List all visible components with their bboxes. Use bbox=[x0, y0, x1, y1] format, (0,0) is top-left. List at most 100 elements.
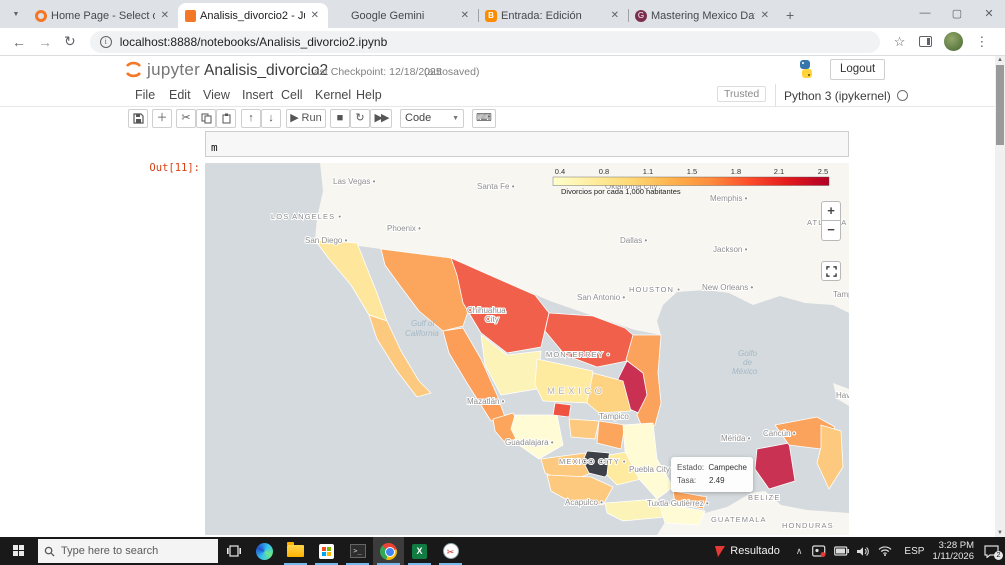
kernel-indicator: Python 3 (ipykernel) bbox=[775, 84, 908, 107]
close-tab-icon[interactable]: ✕ bbox=[310, 10, 319, 21]
move-cell-down-button[interactable]: ↓ bbox=[261, 109, 281, 128]
kernel-idle-icon bbox=[896, 90, 908, 101]
move-cell-up-button[interactable]: ↑ bbox=[241, 109, 261, 128]
interrupt-kernel-button[interactable]: ■ bbox=[330, 109, 350, 128]
url-text[interactable]: localhost:8888/notebooks/Analisis_divorc… bbox=[119, 34, 388, 49]
state-campeche[interactable] bbox=[754, 442, 796, 490]
state-zacatecas[interactable] bbox=[534, 358, 594, 404]
state-oaxaca[interactable] bbox=[604, 498, 666, 522]
state-estado-de-mexico[interactable] bbox=[582, 450, 616, 478]
copy-cell-button[interactable] bbox=[196, 109, 216, 128]
bookmark-star-icon[interactable]: ☆ bbox=[893, 33, 906, 49]
menu-edit[interactable]: Edit bbox=[169, 88, 191, 102]
state-guanajuato[interactable] bbox=[568, 418, 600, 440]
meet-now-icon[interactable] bbox=[812, 545, 826, 557]
forward-icon[interactable]: → bbox=[38, 33, 52, 50]
fullscreen-button[interactable] bbox=[821, 261, 841, 281]
menu-insert[interactable]: Insert bbox=[242, 88, 274, 102]
task-view-button[interactable] bbox=[218, 537, 249, 565]
menu-file[interactable]: File bbox=[135, 88, 156, 102]
start-button[interactable] bbox=[0, 537, 38, 565]
speaker-icon[interactable] bbox=[857, 546, 870, 557]
zoom-out-button[interactable]: − bbox=[821, 221, 841, 241]
site-info-icon[interactable]: i bbox=[99, 35, 112, 48]
state-chiapas[interactable] bbox=[658, 502, 706, 526]
city-label: Memphis • bbox=[710, 194, 748, 203]
logout-button[interactable]: Logout bbox=[830, 59, 886, 80]
restart-run-all-button[interactable]: ▶▶ bbox=[370, 109, 392, 128]
menu-cell[interactable]: Cell bbox=[281, 88, 303, 102]
close-window-button[interactable]: ✕ bbox=[984, 7, 994, 20]
state-baja-california-sur[interactable] bbox=[368, 314, 432, 398]
cut-cell-button[interactable]: ✂ bbox=[176, 109, 196, 128]
language-indicator[interactable]: ESP bbox=[904, 545, 925, 557]
state-queretaro[interactable] bbox=[596, 420, 626, 450]
taskbar-app-store[interactable] bbox=[311, 537, 342, 565]
city-label: Phoenix • bbox=[387, 224, 421, 233]
minimize-button[interactable]: — bbox=[919, 7, 931, 19]
run-button[interactable]: ▶ Run bbox=[286, 109, 326, 128]
notification-center[interactable]: 2 bbox=[984, 544, 1003, 560]
state-guerrero[interactable] bbox=[546, 474, 614, 506]
taskbar-app-edge[interactable] bbox=[249, 537, 280, 565]
menu-kernel[interactable]: Kernel bbox=[315, 88, 352, 102]
tab-notebook[interactable]: Analisis_divorcio2 - Jupyter Not ✕ bbox=[178, 3, 328, 28]
resultado-app-icon[interactable] bbox=[713, 545, 726, 557]
state-san-luis-potosi[interactable] bbox=[586, 372, 632, 414]
taskbar-app-chrome[interactable] bbox=[373, 537, 404, 565]
taskbar-app-explorer[interactable] bbox=[280, 537, 311, 565]
reload-icon[interactable]: ↻ bbox=[64, 33, 76, 49]
city-label: Guadalajara • bbox=[505, 438, 554, 447]
back-icon[interactable]: ← bbox=[12, 33, 26, 50]
close-tab-icon[interactable]: ✕ bbox=[460, 10, 469, 21]
paste-cell-button[interactable] bbox=[216, 109, 236, 128]
scroll-up-icon[interactable]: ▲ bbox=[997, 57, 1003, 63]
tab-gemini[interactable]: Google Gemini ✕ bbox=[328, 3, 478, 28]
page-scrollbar[interactable]: ▲ ▼ bbox=[995, 56, 1005, 537]
command-palette-button[interactable]: ⌨ bbox=[472, 109, 496, 128]
clock[interactable]: 3:28 PM 1/11/2026 bbox=[932, 540, 974, 562]
scroll-down-icon[interactable]: ▼ bbox=[997, 530, 1003, 536]
close-tab-icon[interactable]: ✕ bbox=[610, 10, 619, 21]
copy-icon bbox=[201, 113, 211, 124]
add-cell-button[interactable]: ＋ bbox=[152, 109, 172, 128]
choropleth-map[interactable]: Las Vegas • Santa Fe • LOS ANGELES • Pho… bbox=[205, 163, 849, 535]
close-tab-icon[interactable]: ✕ bbox=[760, 10, 769, 21]
tab-mastering-data[interactable]: G Mastering Mexico Data: Autom ✕ bbox=[628, 3, 778, 28]
state-chihuahua[interactable] bbox=[450, 257, 550, 354]
notebook-title[interactable]: Analisis_divorcio2 bbox=[204, 62, 329, 79]
tab-home-page[interactable]: Home Page - Select or create a ✕ bbox=[28, 3, 178, 28]
maximize-button[interactable]: ▢ bbox=[951, 7, 963, 20]
menu-help[interactable]: Help bbox=[356, 88, 382, 102]
browser-menu-icon[interactable]: ⋮ bbox=[975, 33, 989, 49]
tray-expand-icon[interactable]: ∧ bbox=[795, 545, 803, 556]
cell-type-dropdown[interactable]: Code ▼ bbox=[400, 109, 464, 128]
taskbar-app-snipping[interactable]: ✂ bbox=[435, 537, 466, 565]
taskbar-app-terminal[interactable]: >_ bbox=[342, 537, 373, 565]
tab-blogger[interactable]: B Entrada: Edición ✕ bbox=[478, 3, 628, 28]
new-tab-button[interactable]: + bbox=[786, 7, 795, 23]
side-panel-icon[interactable] bbox=[919, 36, 933, 47]
zoom-in-button[interactable]: + bbox=[821, 201, 841, 221]
state-quintana-roo[interactable] bbox=[816, 424, 844, 490]
taskbar-app-excel[interactable]: X bbox=[404, 537, 435, 565]
jupyter-logo[interactable]: jupyter bbox=[124, 59, 200, 80]
close-tab-icon[interactable]: ✕ bbox=[160, 10, 169, 21]
tab-search-chevron-icon[interactable]: ▼ bbox=[12, 10, 20, 18]
colorbar-tick: 2.1 bbox=[774, 167, 784, 176]
restart-kernel-button[interactable]: ↻ bbox=[350, 109, 370, 128]
taskbar-search[interactable]: Type here to search bbox=[38, 539, 218, 563]
state-tabasco[interactable] bbox=[672, 490, 708, 510]
scrollbar-thumb[interactable] bbox=[996, 65, 1004, 145]
battery-icon[interactable] bbox=[834, 546, 850, 556]
address-bar[interactable]: i localhost:8888/notebooks/Analisis_divo… bbox=[89, 30, 880, 53]
colorbar-tick: 1.1 bbox=[643, 167, 653, 176]
wifi-icon[interactable] bbox=[878, 546, 892, 556]
menu-view[interactable]: View bbox=[203, 88, 230, 102]
tray-status-text[interactable]: Resultado bbox=[730, 545, 780, 557]
state-aguascalientes[interactable] bbox=[552, 402, 572, 418]
code-cell-input[interactable]: m bbox=[205, 131, 849, 157]
save-button[interactable] bbox=[128, 109, 148, 128]
profile-avatar[interactable] bbox=[944, 32, 964, 51]
state-veracruz[interactable] bbox=[622, 422, 674, 500]
